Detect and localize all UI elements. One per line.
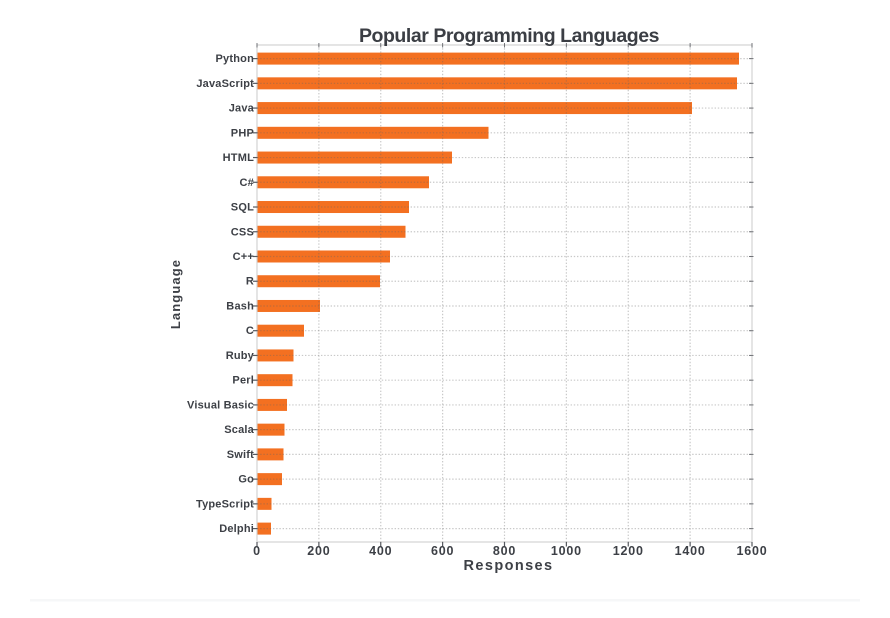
svg-text:PHP: PHP xyxy=(231,127,254,139)
svg-text:C++: C++ xyxy=(233,251,254,263)
svg-text:Scala: Scala xyxy=(224,424,254,436)
svg-text:Python: Python xyxy=(216,53,255,65)
svg-text:200: 200 xyxy=(307,544,330,558)
svg-text:400: 400 xyxy=(369,544,392,558)
svg-text:JavaScript: JavaScript xyxy=(196,78,254,90)
svg-text:1200: 1200 xyxy=(613,544,644,558)
svg-text:Ruby: Ruby xyxy=(226,350,255,362)
svg-text:Popular Programming Languages: Popular Programming Languages xyxy=(359,25,660,47)
svg-text:600: 600 xyxy=(431,544,454,558)
svg-text:R: R xyxy=(246,276,254,288)
svg-text:Language: Language xyxy=(168,259,183,329)
svg-text:Delphi: Delphi xyxy=(219,523,254,535)
svg-text:TypeScript: TypeScript xyxy=(196,498,254,510)
svg-text:1400: 1400 xyxy=(675,544,706,558)
svg-text:CSS: CSS xyxy=(231,226,254,238)
svg-text:1600: 1600 xyxy=(736,544,767,558)
svg-text:Visual Basic: Visual Basic xyxy=(187,399,254,411)
svg-text:Bash: Bash xyxy=(226,300,254,312)
svg-text:HTML: HTML xyxy=(223,152,254,164)
svg-text:C: C xyxy=(246,325,254,337)
svg-text:1000: 1000 xyxy=(551,544,582,558)
svg-text:Go: Go xyxy=(238,474,254,486)
svg-text:C#: C# xyxy=(240,177,254,189)
svg-text:SQL: SQL xyxy=(231,202,254,214)
svg-text:Perl: Perl xyxy=(232,375,254,387)
svg-text:Java: Java xyxy=(229,103,255,115)
svg-text:Responses: Responses xyxy=(464,558,554,574)
svg-text:Swift: Swift xyxy=(227,449,254,461)
svg-text:0: 0 xyxy=(253,544,261,558)
svg-text:800: 800 xyxy=(493,544,516,558)
